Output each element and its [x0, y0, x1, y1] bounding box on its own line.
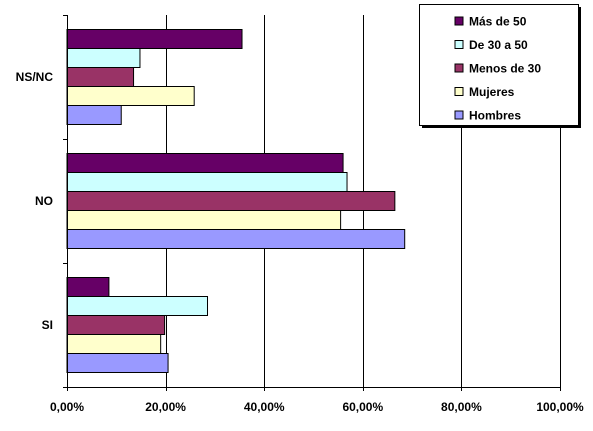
- x-tick-label: 0,00%: [50, 400, 84, 414]
- bar-no-hombres: [66, 229, 406, 249]
- x-tick-label: 20,00%: [145, 400, 186, 414]
- bar-ns-nc-hombres: [66, 105, 122, 125]
- bars: [66, 29, 406, 373]
- legend-swatch-de-30-a-50: [454, 40, 464, 49]
- y-axis-tick-labels: SI NO NS/NC: [16, 70, 54, 332]
- legend-label-menos-de-30: Menos de 30: [469, 62, 541, 76]
- legend-swatch-mujeres: [454, 87, 464, 96]
- axes: [63, 15, 561, 391]
- y-tick-label: NS/NC: [16, 70, 54, 84]
- bar-si-m-s-de-50: [66, 277, 110, 297]
- legend-swatch-m-s-de-50: [454, 16, 464, 26]
- legend: Más de 50 De 30 a 50 Menos de 30 Mujeres Hom…: [419, 4, 581, 128]
- legend-label-hombres: Hombres: [469, 109, 521, 123]
- legend-box: [419, 4, 579, 126]
- bar-si-mujeres: [66, 334, 162, 354]
- bar-ns-nc-menos-de-30: [66, 67, 135, 87]
- bar-no-m-s-de-50: [66, 153, 344, 173]
- bar-si-de-30-a-50: [66, 296, 209, 316]
- bar-si-hombres: [66, 353, 169, 373]
- legend-label-m-s-de-50: Más de 50: [469, 15, 527, 29]
- legend-label-mujeres: Mujeres: [469, 85, 515, 99]
- bar-no-de-30-a-50: [66, 172, 348, 192]
- bar-no-menos-de-30: [66, 191, 396, 211]
- y-tick-label: SI: [42, 318, 53, 332]
- bar-no-mujeres: [66, 210, 342, 230]
- bar-ns-nc-m-s-de-50: [66, 29, 243, 49]
- bar-ns-nc-de-30-a-50: [66, 48, 141, 68]
- legend-swatch-hombres: [454, 110, 464, 120]
- legend-label-de-30-a-50: De 30 a 50: [469, 38, 528, 52]
- legend-swatch-menos-de-30: [454, 63, 464, 73]
- x-tick-label: 80,00%: [441, 400, 482, 414]
- x-axis-tick-labels: 0,00% 20,00% 40,00% 60,00% 80,00% 100,00%: [50, 400, 584, 414]
- x-tick-label: 40,00%: [244, 400, 285, 414]
- x-tick-label: 100,00%: [536, 400, 584, 414]
- bar-ns-nc-mujeres: [66, 86, 195, 106]
- bar-si-menos-de-30: [66, 315, 166, 335]
- y-tick-label: NO: [35, 194, 53, 208]
- x-tick-label: 60,00%: [342, 400, 383, 414]
